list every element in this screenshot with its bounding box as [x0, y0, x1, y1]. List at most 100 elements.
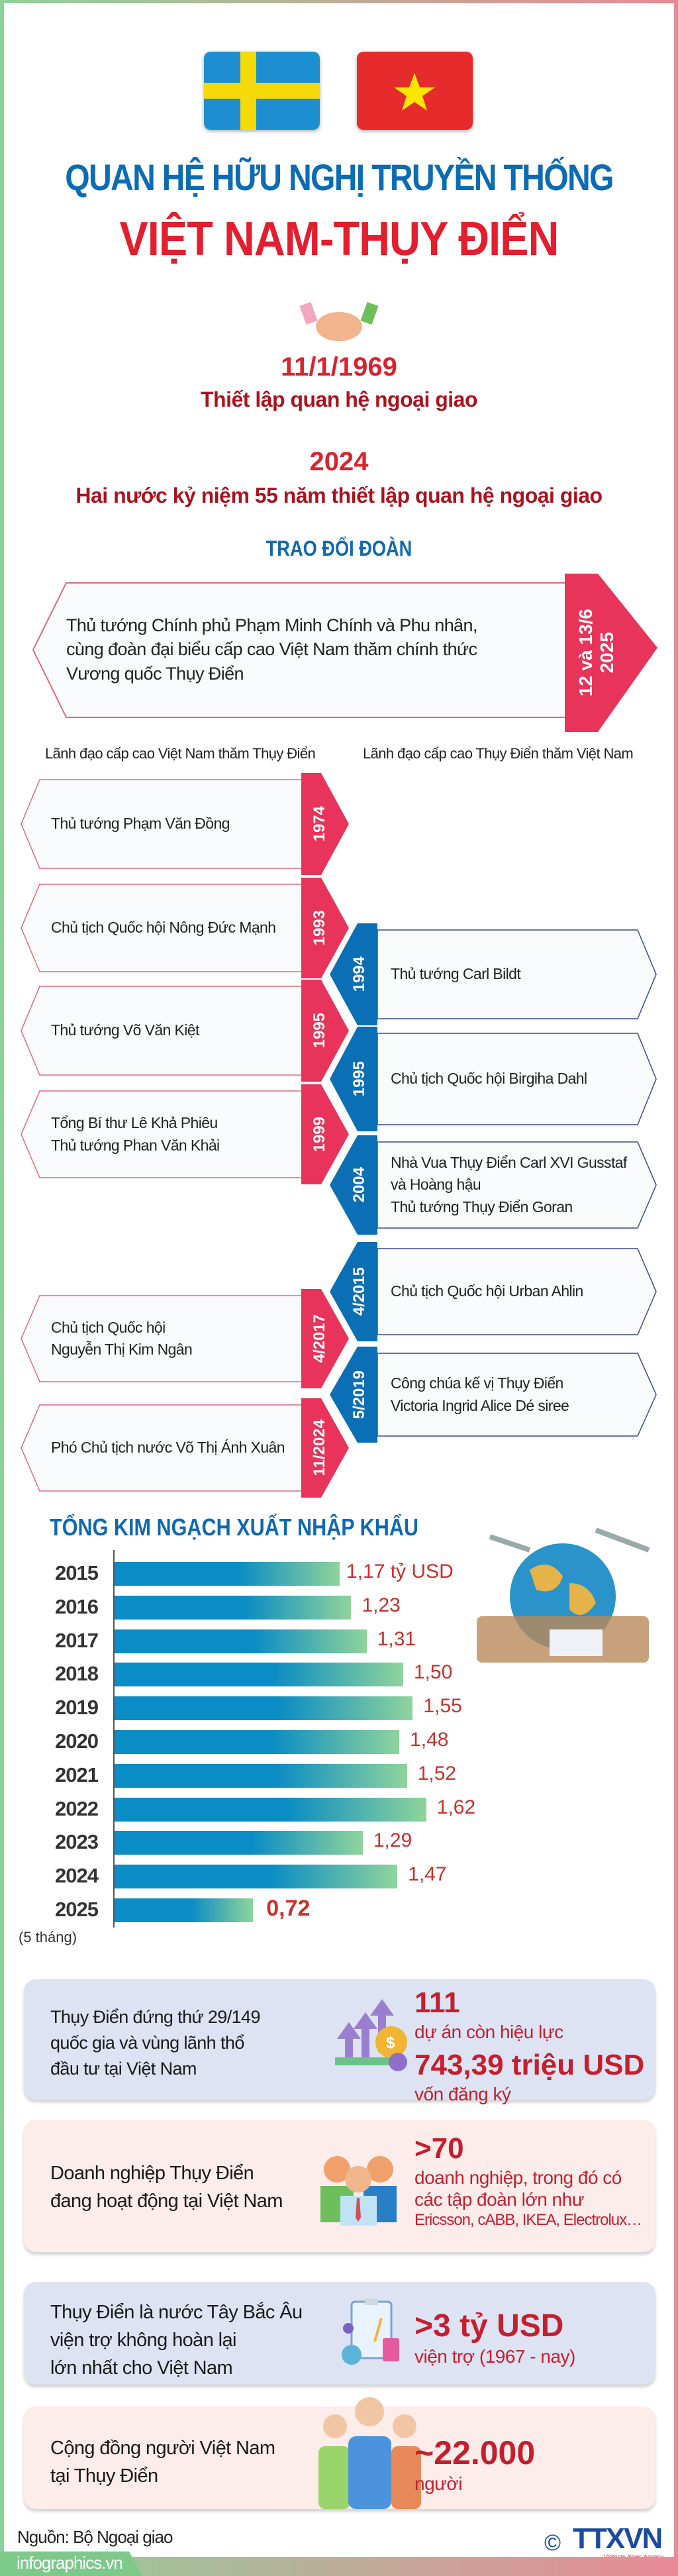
- date-established-text: Thiết lập quan hệ ngoại giao: [200, 387, 478, 411]
- title-line1: QUAN HỆ HỮU NGHỊ TRUYỀN THỐNG: [65, 156, 614, 198]
- visit-text: Công chúa kế vị Thụy Điển: [391, 1374, 563, 1392]
- year-label: 2023: [55, 1830, 99, 1854]
- visit-date: 4/2015: [350, 1267, 368, 1316]
- year-label: 2021: [55, 1763, 99, 1786]
- right-border: [674, 0, 678, 2576]
- year-label: 2018: [55, 1662, 99, 1686]
- aid-clipboard-icon: [335, 2298, 408, 2371]
- bar-2016: [115, 1595, 352, 1620]
- bar-2023: [115, 1831, 363, 1855]
- date-tab: 5/2019: [328, 1347, 377, 1443]
- bar-2022: [115, 1797, 426, 1822]
- visit-text: Nguyễn Thị Kim Ngân: [51, 1341, 193, 1358]
- bar-2025: [115, 1898, 254, 1922]
- year-label: 2019: [55, 1696, 99, 1720]
- aid-text: Thụy Điển là nước Tây Bắc Âu viện trợ khô…: [50, 2302, 303, 2379]
- se-visit-item: Nhà Vua Thụy Điển Carl XVI Gusstaf và Hoà…: [328, 1135, 659, 1235]
- value-label: 1,17 tỷ USD: [346, 1561, 454, 1582]
- year-label: 2015: [55, 1561, 99, 1584]
- visit-date: 11/2024: [310, 1419, 328, 1476]
- value-label: 1,52: [417, 1762, 457, 1784]
- year-label: 2024: [55, 1864, 99, 1888]
- bar-2024: [115, 1865, 398, 1889]
- chart-title: TỔNG KIM NGẠCH XUẤT NHẬP KHẨU: [50, 1514, 419, 1541]
- value-label: 1,55: [423, 1695, 462, 1718]
- date-tab: 4/2017: [301, 1289, 351, 1388]
- year-label: 2022: [55, 1796, 99, 1820]
- visit-date: 1974: [310, 806, 328, 842]
- visit-date: 1995: [310, 1013, 328, 1049]
- visit-date: 1994: [350, 956, 368, 992]
- vietnam-flag: [357, 52, 473, 130]
- exchange-title: TRAO ĐỔI ĐOÀN: [266, 537, 412, 560]
- visit-text: Thủ tướng Thụy Điển Goran: [391, 1198, 573, 1215]
- value-label: 0,72: [266, 1896, 311, 1921]
- date-tab: 4/2015: [328, 1242, 377, 1341]
- value-label: 1,62: [436, 1796, 476, 1818]
- se-visit-item: Thủ tướng Carl Bildt 1994: [328, 923, 659, 1025]
- ttxvn-logo: TTXVN: [573, 2522, 663, 2555]
- date-tab: 1974: [301, 773, 351, 875]
- date-tab: 11/2024: [301, 1398, 351, 1498]
- year-label: 2017: [55, 1628, 99, 1652]
- visit-text: Tổng Bí thư Lê Khả Phiêu: [51, 1114, 218, 1132]
- date-tab: 1993: [301, 878, 351, 978]
- vn-visit-item: Phó Chủ tịch nước Võ Thị Ánh Xuân 11/202…: [20, 1398, 351, 1498]
- visit-text: Chủ tịch Quốc hội: [51, 1318, 166, 1336]
- se-visit-item: Công chúa kế vị Thụy Điển Victoria Ingrid…: [328, 1347, 659, 1443]
- se-visit-item: Chủ tịch Quốc hội Birgiha Dahl 1995: [328, 1027, 659, 1131]
- community-text: Cộng đồng người Việt Nam tại Thụy Điển: [50, 2438, 275, 2487]
- visit-text: Nhà Vua Thụy Điển Carl XVI Gusstaf: [391, 1153, 627, 1171]
- anniversary-year: 2024: [309, 447, 369, 476]
- date-tab: 1999: [301, 1084, 351, 1184]
- visit-date: 1995: [350, 1061, 368, 1097]
- visit-text: và Hoàng hậu: [391, 1176, 481, 1194]
- year-label: 2025: [55, 1898, 99, 1921]
- left-column-header: Lãnh đạo cấp cao Việt Nam thăm Thụy Điển: [45, 745, 316, 762]
- value-label: 1,47: [408, 1863, 447, 1886]
- visit-text: Thủ tướng Phan Văn Khải: [51, 1136, 220, 1154]
- value-label: 1,50: [413, 1661, 453, 1684]
- visit-text: Chủ tịch Quốc hội Urban Ahlin: [391, 1282, 583, 1300]
- date-tab: 1995: [301, 980, 351, 1082]
- community-card: Cộng đồng người Việt Nam tại Thụy Điển ~2…: [24, 2397, 655, 2509]
- site-tab: [0, 2551, 142, 2576]
- visit-text: Chủ tịch Quốc hội Birgiha Dahl: [391, 1070, 587, 1088]
- date-tab: 1994: [328, 923, 377, 1025]
- investment-growth-icon: $: [332, 1999, 411, 2075]
- value-label: 1,23: [362, 1594, 401, 1616]
- bar-2015: [115, 1562, 340, 1586]
- visit-date: 5/2019: [350, 1370, 368, 1419]
- business-people-icon: [317, 2146, 400, 2229]
- visit-text: Phó Chủ tịch nước Võ Thị Ánh Xuân: [51, 1439, 285, 1457]
- visit-text: Chủ tịch Quốc hội Nông Đức Mạnh: [51, 919, 276, 937]
- sweden-flag: [204, 52, 320, 130]
- visit-date: 1993: [310, 910, 328, 946]
- aid-card: Thụy Điển là nước Tây Bắc Âu viện trợ khô…: [24, 2282, 655, 2385]
- visit-date: 2004: [350, 1167, 368, 1203]
- left-border: [0, 0, 4, 2576]
- community-people-icon: [315, 2387, 431, 2512]
- year-note: (5 tháng): [19, 1929, 77, 1945]
- value-label: 1,48: [410, 1729, 449, 1751]
- value-label: 1,29: [373, 1829, 412, 1852]
- date-established: 11/1/1969: [281, 352, 397, 382]
- bar-2019: [115, 1696, 413, 1721]
- date-tab: 2004: [328, 1135, 377, 1235]
- visit-text: Thủ tướng Võ Văn Kiệt: [51, 1021, 199, 1039]
- bar-2020: [115, 1730, 400, 1754]
- date-tab: 1995: [328, 1027, 377, 1131]
- vn-visit-item: Thủ tướng Phạm Văn Đồng 1974: [20, 773, 351, 875]
- investment-text: Thụy Điển đứng thứ 29/149 quốc gia và vùn…: [50, 2007, 260, 2079]
- source-text: Nguồn: Bộ Ngoại giao: [17, 2527, 173, 2547]
- bar-2021: [115, 1763, 407, 1788]
- enterprises-card: Doanh nghiệp Thụy Điển đang hoạt động tại…: [24, 2120, 655, 2252]
- se-visit-item: Chủ tịch Quốc hội Urban Ahlin 4/2015: [328, 1242, 659, 1341]
- enterprises-text: Doanh nghiệp Thụy Điển đang hoạt động tại…: [50, 2163, 283, 2212]
- globe-trade-illustration: [463, 1517, 662, 1676]
- visit-date: 4/2017: [310, 1314, 328, 1363]
- vn-visit-item: Chủ tịch Quốc hội Nông Đức Mạnh 1993: [20, 878, 351, 978]
- site-link[interactable]: infographics.vn: [17, 2553, 123, 2573]
- visit-text: Thủ tướng Carl Bildt: [391, 965, 521, 983]
- top-border: [0, 0, 678, 3]
